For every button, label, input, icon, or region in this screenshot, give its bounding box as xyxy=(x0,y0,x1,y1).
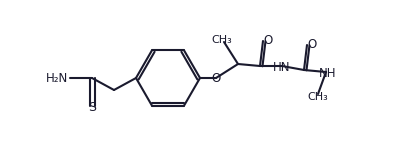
Text: O: O xyxy=(263,34,273,47)
Text: O: O xyxy=(211,72,221,85)
Text: HN: HN xyxy=(273,61,291,74)
Text: S: S xyxy=(88,101,96,114)
Text: H₂N: H₂N xyxy=(46,71,68,85)
Text: O: O xyxy=(307,38,317,51)
Text: NH: NH xyxy=(319,67,337,80)
Text: CH₃: CH₃ xyxy=(211,35,232,45)
Text: CH₃: CH₃ xyxy=(308,92,328,102)
